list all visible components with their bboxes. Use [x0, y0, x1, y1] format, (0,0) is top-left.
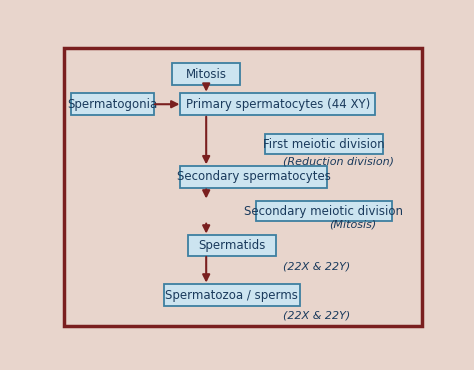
FancyBboxPatch shape [172, 63, 240, 85]
FancyBboxPatch shape [181, 93, 375, 115]
FancyBboxPatch shape [71, 93, 154, 115]
FancyBboxPatch shape [265, 134, 383, 154]
Text: (22X & 22Y): (22X & 22Y) [283, 261, 350, 271]
FancyBboxPatch shape [181, 166, 328, 188]
FancyBboxPatch shape [188, 235, 276, 256]
Text: Spermatozoa / sperms: Spermatozoa / sperms [165, 289, 298, 302]
Text: Primary spermatocytes (44 XY): Primary spermatocytes (44 XY) [186, 98, 370, 111]
Text: (Reduction division): (Reduction division) [283, 156, 394, 166]
Text: Secondary meiotic division: Secondary meiotic division [244, 205, 403, 218]
Text: Secondary spermatocytes: Secondary spermatocytes [177, 170, 331, 184]
Text: Mitosis: Mitosis [186, 68, 227, 81]
FancyBboxPatch shape [256, 201, 392, 221]
FancyBboxPatch shape [164, 284, 300, 306]
Text: First meiotic division: First meiotic division [263, 138, 384, 151]
Text: Spermatogonia: Spermatogonia [67, 98, 158, 111]
Text: Spermatids: Spermatids [198, 239, 265, 252]
Text: (22X & 22Y): (22X & 22Y) [283, 310, 350, 320]
Text: (Mitosis): (Mitosis) [329, 220, 377, 230]
